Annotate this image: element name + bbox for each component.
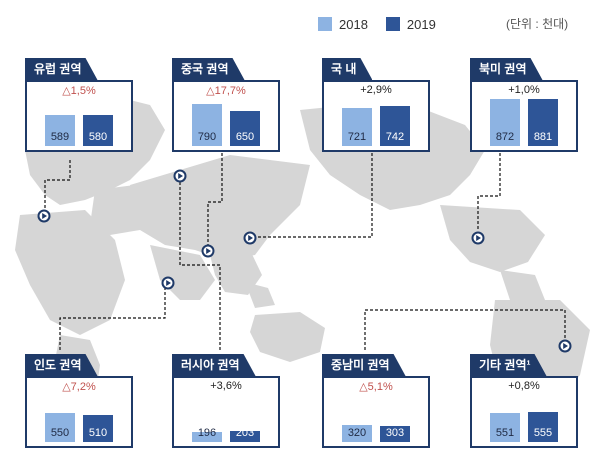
region-title: 러시아 권역 xyxy=(172,354,256,376)
region-title: 북미 권역 xyxy=(470,58,543,80)
bar-value-label: 203 xyxy=(235,427,255,439)
bar-value-label: 742 xyxy=(385,131,405,143)
bar-2019: 510 xyxy=(83,415,113,442)
region-chart-box: +3,6% 196 203 xyxy=(172,376,280,448)
bar-value-label: 303 xyxy=(385,427,405,439)
bar-2018: 196 xyxy=(192,427,222,442)
bar-value-label: 790 xyxy=(197,131,217,143)
region-title: 중국 권역 xyxy=(172,58,245,80)
bar-value-label: 510 xyxy=(88,427,108,439)
bar-2019: 742 xyxy=(380,106,410,146)
region-change-label: △7,2% xyxy=(62,381,96,393)
bar-2018: 589 xyxy=(45,115,75,146)
bar-2018: 320 xyxy=(342,425,372,442)
legend-label-2019: 2019 xyxy=(406,16,436,32)
bar-value-label: 551 xyxy=(495,427,515,439)
bar-2019: 203 xyxy=(230,427,260,442)
region-chart-box: +2,9% 721 742 xyxy=(322,80,430,152)
legend-swatch-2019 xyxy=(385,17,400,31)
region-card: 북미 권역 +1,0% 872 881 xyxy=(470,58,578,152)
region-title: 유럽 권역 xyxy=(25,58,98,80)
region-card: 유럽 권역 △1,5% 589 580 xyxy=(25,58,133,152)
bar-2019: 580 xyxy=(83,115,113,146)
bar-value-label: 580 xyxy=(88,131,108,143)
region-card: 인도 권역 △7,2% 550 510 xyxy=(25,354,133,448)
bar-2018: 550 xyxy=(45,413,75,442)
bar-2018: 721 xyxy=(342,108,372,146)
region-card: 국 내 +2,9% 721 742 xyxy=(322,58,430,152)
bar-2019: 650 xyxy=(230,111,260,146)
region-change-label: +0,8% xyxy=(508,380,540,392)
region-change-label: +3,6% xyxy=(210,380,242,392)
region-chart-box: +0,8% 551 555 xyxy=(470,376,578,448)
bar-2018: 790 xyxy=(192,104,222,146)
bar-2018: 551 xyxy=(490,413,520,442)
bar-value-label: 320 xyxy=(347,427,367,439)
region-chart-box: △17,7% 790 650 xyxy=(172,80,280,152)
region-chart-box: △5,1% 320 303 xyxy=(322,376,430,448)
bar-2018: 872 xyxy=(490,99,520,146)
region-card: 중남미 권역 △5,1% 320 303 xyxy=(322,354,430,448)
region-change-label: +2,9% xyxy=(360,84,392,96)
bar-2019: 881 xyxy=(528,99,558,146)
bar-value-label: 881 xyxy=(533,131,553,143)
region-change-label: △17,7% xyxy=(206,85,246,97)
bar-2019: 555 xyxy=(528,412,558,442)
bar-value-label: 589 xyxy=(50,131,70,143)
region-title: 국 내 xyxy=(322,58,372,80)
region-title: 중남미 권역 xyxy=(322,354,406,376)
region-change-label: △5,1% xyxy=(359,381,393,393)
region-chart-box: △7,2% 550 510 xyxy=(25,376,133,448)
legend: 2018 2019 xyxy=(318,14,454,34)
region-chart-box: +1,0% 872 881 xyxy=(470,80,578,152)
region-card: 러시아 권역 +3,6% 196 203 xyxy=(172,354,280,448)
legend-item-2018: 2018 xyxy=(318,17,368,32)
region-title: 기타 권역¹ xyxy=(470,354,547,376)
bar-2019: 303 xyxy=(380,426,410,442)
bar-value-label: 196 xyxy=(197,427,217,439)
region-change-label: △1,5% xyxy=(62,85,96,97)
bar-value-label: 872 xyxy=(495,131,515,143)
region-change-label: +1,0% xyxy=(508,84,540,96)
region-chart-box: △1,5% 589 580 xyxy=(25,80,133,152)
bar-value-label: 721 xyxy=(347,131,367,143)
bar-value-label: 650 xyxy=(235,131,255,143)
legend-swatch-2018 xyxy=(318,17,332,31)
legend-item-2019: 2019 xyxy=(385,16,436,32)
legend-label-2018: 2018 xyxy=(339,16,368,32)
bar-value-label: 555 xyxy=(533,427,553,439)
region-card: 중국 권역 △17,7% 790 650 xyxy=(172,58,280,152)
unit-label: (단위 : 천대) xyxy=(506,17,569,31)
bar-value-label: 550 xyxy=(50,427,70,439)
region-title: 인도 권역 xyxy=(25,354,98,376)
region-card: 기타 권역¹ +0,8% 551 555 xyxy=(470,354,578,448)
